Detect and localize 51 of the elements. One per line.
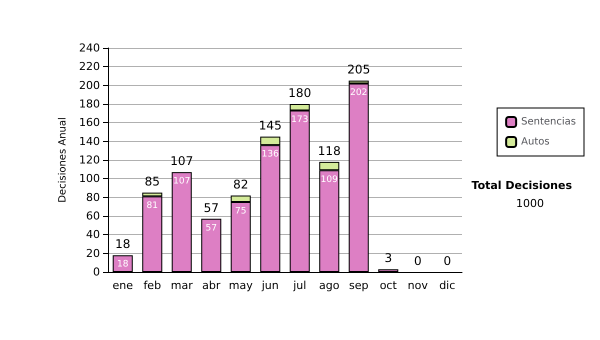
y-tick-label: 240 [79,42,100,54]
total-label: 57 [204,200,219,215]
data-label: 136 [262,150,280,160]
legend-label: Sentencias [521,116,576,128]
data-label: 173 [291,115,308,126]
x-tick-label: ene [112,279,134,292]
text: 1000 [516,197,544,210]
y-tick-label: 80 [86,190,100,204]
x-tick-label: abr [202,279,221,292]
x-tick-label: jul [292,279,306,292]
data-label: 81 [146,200,158,211]
x-tick-label: mar [170,279,194,292]
legend-label: Autos [521,136,550,148]
x-tick-label: dic [439,279,456,292]
x-tick-label: nov [408,279,428,292]
total-label: 0 [414,254,422,268]
text: Total Decisiones [472,179,572,192]
y-tick-label: 100 [79,172,100,186]
x-tick-label: feb [143,279,162,292]
total-label: 82 [233,177,248,192]
data-label: 57 [206,223,217,234]
x-tick-label: may [228,279,254,292]
total-label: 0 [443,254,452,268]
y-tick-label: 20 [86,246,100,260]
y-tick-label: 120 [79,154,100,166]
y-tick-label: 200 [79,78,100,92]
x-tick-label: sep [349,279,369,292]
total-label: 118 [318,144,341,158]
y-tick-label: 60 [86,210,100,222]
y-tick-label: 0 [93,266,100,278]
x-tick-label: jun [260,279,279,292]
x-tick-label: oct [380,279,398,292]
data-label: 75 [235,206,246,216]
total-label: 3 [384,251,392,266]
y-tick-label: 160 [79,116,100,130]
data-label: 202 [350,88,368,98]
y-axis-title: Decisiones Anual [58,117,69,203]
y-tick-label: 40 [86,228,100,242]
y-tick-label: 220 [79,60,100,74]
total-label: 18 [115,237,130,252]
y-tick-label: 140 [79,134,100,148]
data-label: 109 [320,174,338,185]
total-label: 85 [144,174,160,189]
total-label: 145 [258,118,282,133]
total-label: 180 [288,86,312,100]
x-tick-label: ago [319,279,340,292]
total-label: 205 [347,62,370,77]
total-label: 107 [170,154,194,168]
y-tick-label: 180 [79,98,100,110]
data-label: 107 [173,176,190,187]
data-label: 18 [117,260,129,270]
